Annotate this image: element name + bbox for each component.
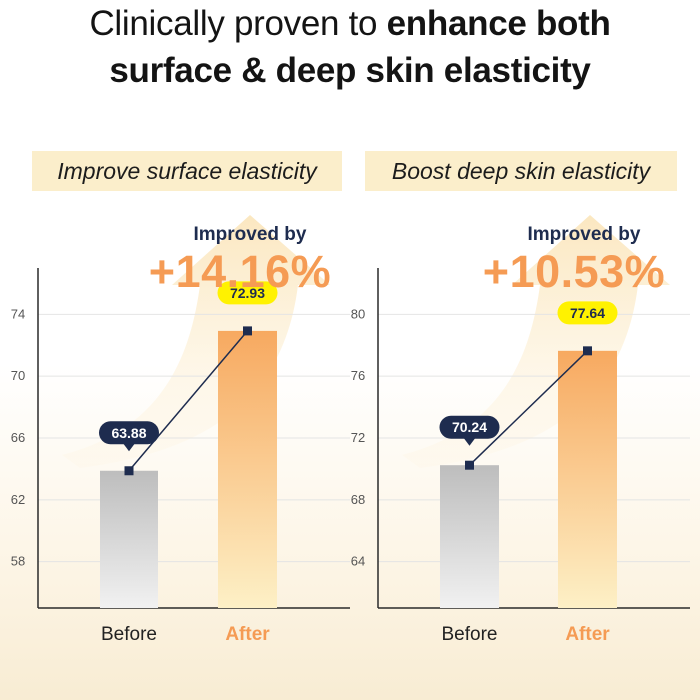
- value-label-pointer: [123, 443, 135, 452]
- value-label: 72.93: [230, 285, 265, 301]
- x-tick-label: Before: [101, 624, 157, 645]
- y-tick-label: 74: [11, 306, 25, 321]
- x-tick-label: After: [565, 624, 610, 645]
- value-label-pointer: [463, 437, 476, 446]
- value-label-bg: [217, 281, 278, 305]
- chart-1-improved-value: +14.16%: [148, 246, 332, 297]
- bar-before: [440, 465, 499, 608]
- y-tick-label: 68: [351, 492, 365, 507]
- value-label: 63.88: [111, 425, 146, 441]
- y-tick-label: 72: [351, 430, 365, 445]
- headline-line-1: Clinically proven to enhance both: [0, 0, 700, 47]
- data-point-marker: [124, 466, 134, 476]
- x-tick-label: After: [225, 624, 270, 645]
- chart-2-title: Boost deep skin elasticity: [365, 151, 677, 191]
- y-tick-label: 62: [11, 492, 25, 507]
- chart-2-improved-value: +10.53%: [482, 246, 666, 297]
- data-point-marker: [465, 460, 474, 470]
- y-tick-label: 66: [11, 430, 25, 445]
- deep-elasticity-chart: 64 68 72 76 80 70.24 77.64 Before After: [351, 215, 690, 645]
- y-tick-label: 76: [351, 368, 365, 383]
- headline-bold-text: enhance both: [386, 4, 611, 43]
- x-tick-label: Before: [442, 624, 498, 645]
- chart-1-title: Improve surface elasticity: [32, 151, 342, 191]
- data-point-marker: [583, 346, 592, 356]
- headline: Clinically proven to enhance both surfac…: [0, 0, 700, 94]
- y-tick-label: 70: [11, 368, 25, 383]
- headline-normal-text: Clinically proven to: [89, 4, 378, 43]
- bar-before: [100, 470, 158, 608]
- chart-2-improved-label: Improved by: [527, 224, 641, 245]
- trend-line: [468, 350, 589, 466]
- bar-after: [558, 350, 617, 608]
- y-tick-label: 58: [11, 554, 25, 569]
- growth-arrow-icon: [62, 215, 330, 468]
- headline-line-2: surface & deep skin elasticity: [109, 51, 591, 90]
- surface-elasticity-chart: 58 62 66 70 74 63.88 72.93 Before After: [11, 215, 350, 645]
- value-label: 70.24: [452, 419, 487, 435]
- value-label: 77.64: [570, 305, 605, 321]
- value-label-bg: [557, 301, 618, 325]
- chart-1-improved-label: Improved by: [193, 224, 307, 245]
- bar-after: [218, 330, 277, 608]
- value-label-bg: [99, 421, 159, 445]
- y-tick-label: 64: [351, 554, 365, 569]
- data-point-marker: [243, 326, 252, 336]
- trend-line: [128, 330, 249, 472]
- y-tick-label: 80: [351, 306, 365, 321]
- value-label-bg: [439, 415, 500, 439]
- growth-arrow-icon: [402, 215, 670, 468]
